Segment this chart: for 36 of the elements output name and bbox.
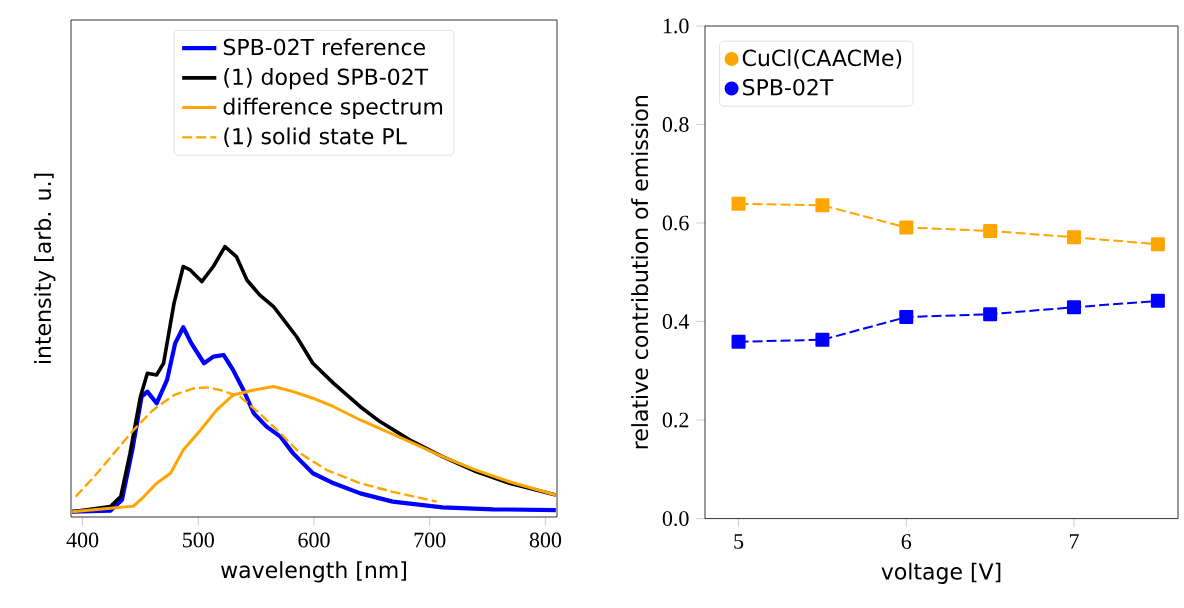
legend-label: SPB-02T reference [223, 38, 425, 56]
x-tick-label: 600 [298, 532, 330, 548]
y-tick-label: 0.4 [662, 314, 690, 330]
point [899, 220, 914, 235]
point [815, 198, 830, 213]
legend-label: (1) solid state PL [224, 127, 407, 148]
point [1150, 293, 1165, 308]
point [1067, 230, 1082, 245]
x-tick-label: 6 [901, 534, 912, 549]
x-axis-title: wavelength [nm] [221, 561, 406, 583]
legend-label: (1) doped SPB-02T [224, 68, 429, 90]
x-tick-label: 500 [183, 532, 214, 548]
point [983, 223, 998, 238]
y-tick-label: 0.0 [662, 511, 689, 527]
point [983, 307, 998, 322]
y-tick-label: 0.8 [662, 117, 689, 132]
y-axis-title: intensity [arb. u.] [34, 173, 56, 364]
y-axis-title: relative contribution of emission [631, 96, 649, 449]
point [1150, 237, 1165, 252]
legend-label: CuCl(CAACMe) [742, 49, 902, 69]
point [731, 334, 746, 349]
point [731, 196, 746, 211]
point [1067, 300, 1082, 315]
x-tick-label: 400 [66, 532, 99, 548]
x-tick-label: 700 [414, 532, 446, 548]
x-tick-label: 5 [734, 534, 744, 549]
legend-label: SPB-02T [743, 78, 834, 96]
x-tick-label: 800 [529, 532, 562, 548]
y-tick-label: 0.6 [662, 215, 689, 231]
legend-label: difference spectrum [223, 97, 443, 120]
point [899, 310, 914, 325]
point [815, 332, 830, 347]
x-tick-label: 7 [1069, 534, 1079, 549]
x-axis-title: voltage [V] [881, 562, 1001, 584]
y-tick-label: 0.2 [662, 412, 689, 428]
y-tick-label: 1.0 [663, 18, 689, 34]
